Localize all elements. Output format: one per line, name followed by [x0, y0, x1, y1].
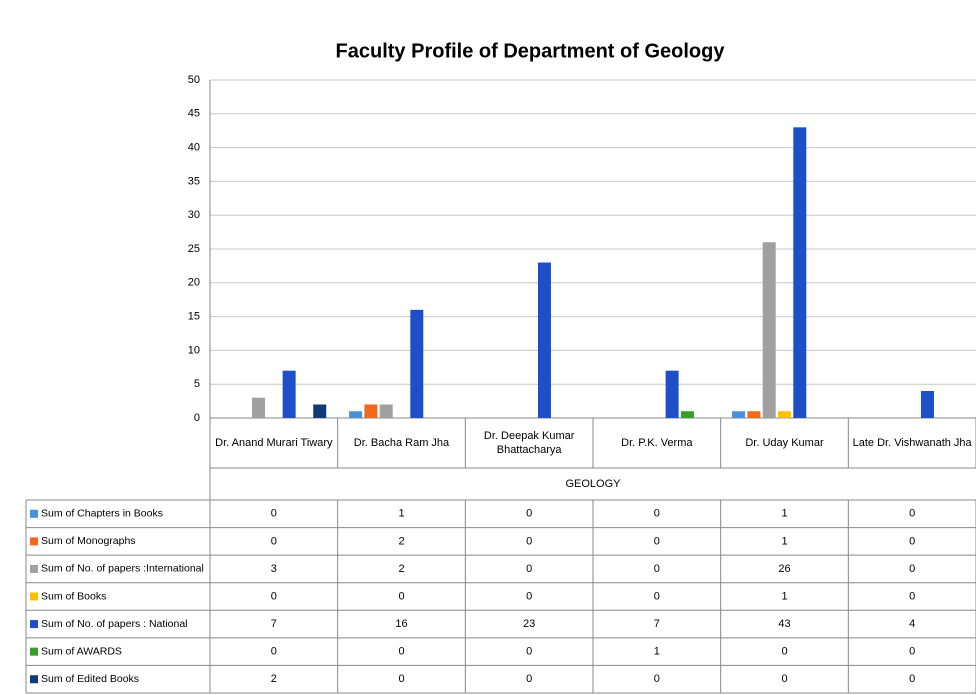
table-cell: 0 — [909, 563, 915, 575]
table-cell: 0 — [654, 508, 660, 520]
y-tick-label: 15 — [188, 311, 200, 323]
table-cell: 0 — [526, 590, 532, 602]
table-cell: 0 — [398, 646, 404, 658]
bar — [665, 370, 679, 418]
x-tick-label: Dr. Deepak Kumar Bhattacharya — [483, 430, 575, 456]
table-cell: 26 — [778, 563, 790, 575]
table-cell: 0 — [654, 535, 660, 547]
y-tick-label: 40 — [188, 142, 200, 154]
bar — [282, 370, 296, 418]
table-cell: 2 — [398, 563, 404, 575]
legend-label: Sum of No. of papers :International — [41, 563, 204, 575]
table-cell: 0 — [271, 535, 277, 547]
table-cell: 0 — [909, 590, 915, 602]
table-cell: 1 — [781, 508, 787, 520]
y-tick-label: 45 — [188, 108, 200, 120]
x-tick-label-box: Dr. P.K. Verma — [621, 437, 693, 449]
legend-swatch — [30, 620, 38, 629]
table-cell: 1 — [654, 646, 660, 658]
y-tick-label: 30 — [188, 209, 200, 221]
y-tick-label: 20 — [188, 277, 200, 289]
legend-swatch — [30, 564, 38, 573]
bar — [747, 411, 761, 418]
x-tick-label-box: Dr. Anand Murari Tiwary — [215, 437, 333, 449]
table-cell: 0 — [398, 673, 404, 685]
legend-swatch — [30, 509, 38, 518]
table-cell: 0 — [654, 563, 660, 575]
bar — [762, 242, 776, 418]
table-cell: 2 — [398, 535, 404, 547]
x-tick-label-box: Dr. Bacha Ram Jha — [353, 437, 450, 449]
table-cell: 0 — [271, 590, 277, 602]
table-cell: 0 — [909, 646, 915, 658]
table-cell: 1 — [398, 508, 404, 520]
x-tick-label: Dr. Bacha Ram Jha — [353, 437, 450, 449]
bar — [680, 411, 694, 418]
table-cell: 1 — [781, 590, 787, 602]
table-cell: 2 — [271, 673, 277, 685]
bar — [364, 404, 378, 418]
table-cell: 0 — [654, 673, 660, 685]
table-cell: 7 — [654, 618, 660, 630]
table-cell: 0 — [526, 508, 532, 520]
table-cell: 0 — [909, 535, 915, 547]
y-tick-label: 25 — [188, 243, 200, 255]
table-cell: 0 — [909, 508, 915, 520]
table-cell: 0 — [654, 590, 660, 602]
table-cell: 0 — [781, 673, 787, 685]
legend-label: Sum of AWARDS — [41, 645, 122, 657]
table-cell: 4 — [909, 618, 915, 630]
table-cell: 0 — [271, 646, 277, 658]
table-cell: 3 — [271, 563, 277, 575]
legend-label: Sum of Books — [41, 590, 106, 602]
y-tick-label: 0 — [194, 412, 200, 424]
table-cell: 0 — [526, 535, 532, 547]
bar — [349, 411, 363, 418]
y-tick-label: 5 — [194, 378, 200, 390]
x-tick-label-box: Dr. Uday Kumar — [745, 437, 824, 449]
bar — [778, 411, 791, 418]
bar — [410, 309, 424, 418]
group-label: GEOLOGY — [565, 478, 621, 490]
table-cell: 0 — [781, 646, 787, 658]
table-cell: 7 — [271, 618, 277, 630]
x-tick-label-box: Dr. Deepak Kumar Bhattacharya — [483, 430, 575, 456]
table-cell: 1 — [781, 535, 787, 547]
legend-swatch — [30, 647, 38, 656]
table-cell: 16 — [395, 618, 407, 630]
bar — [379, 404, 393, 418]
table-cell: 0 — [398, 590, 404, 602]
y-tick-label: 35 — [188, 175, 200, 187]
table-cell: 0 — [909, 673, 915, 685]
x-tick-label: Dr. Anand Murari Tiwary — [215, 437, 333, 449]
bar — [920, 390, 934, 418]
y-tick-label: 10 — [188, 344, 200, 356]
bar — [793, 127, 807, 418]
table-cell: 0 — [526, 563, 532, 575]
legend-swatch — [30, 537, 38, 546]
legend-label: Sum of No. of papers : National — [41, 618, 188, 630]
table-cell: 0 — [526, 673, 532, 685]
bar — [252, 397, 266, 418]
legend-swatch — [30, 675, 38, 684]
table-cell: 0 — [271, 508, 277, 520]
legend-label: Sum of Edited Books — [41, 673, 139, 685]
x-tick-label: Dr. P.K. Verma — [621, 437, 693, 449]
x-tick-label: Dr. Uday Kumar — [745, 437, 824, 449]
bar — [732, 411, 746, 418]
legend-swatch — [30, 592, 38, 601]
bar — [537, 262, 551, 418]
table-cell: 43 — [778, 618, 790, 630]
x-tick-label-box: Late Dr. Vishwanath Jha — [852, 437, 972, 449]
legend-label: Sum of Chapters in Books — [41, 508, 163, 520]
y-tick-label: 50 — [188, 74, 200, 86]
bar — [313, 404, 327, 418]
table-cell: 23 — [523, 618, 535, 630]
chart-title: Faculty Profile of Department of Geology — [336, 40, 726, 62]
legend-label: Sum of Monographs — [41, 535, 136, 547]
x-tick-label: Late Dr. Vishwanath Jha — [852, 437, 972, 449]
table-cell: 0 — [526, 646, 532, 658]
